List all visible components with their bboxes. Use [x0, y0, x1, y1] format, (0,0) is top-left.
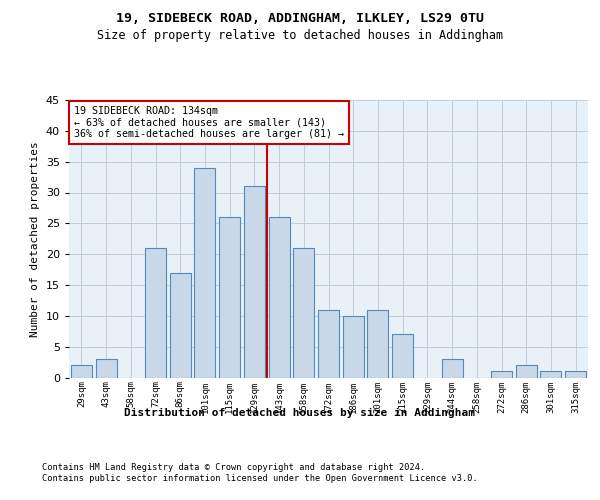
Bar [170, 272, 191, 378]
Bar [244, 186, 265, 378]
Bar [145, 248, 166, 378]
Bar [491, 372, 512, 378]
Bar [219, 217, 240, 378]
Bar [565, 372, 586, 378]
Bar [392, 334, 413, 378]
Bar [541, 372, 562, 378]
Text: Size of property relative to detached houses in Addingham: Size of property relative to detached ho… [97, 29, 503, 42]
Bar [516, 365, 537, 378]
Text: Contains public sector information licensed under the Open Government Licence v3: Contains public sector information licen… [42, 474, 478, 483]
Text: Contains HM Land Registry data © Crown copyright and database right 2024.: Contains HM Land Registry data © Crown c… [42, 462, 425, 471]
Bar [95, 359, 116, 378]
Text: 19 SIDEBECK ROAD: 134sqm
← 63% of detached houses are smaller (143)
36% of semi-: 19 SIDEBECK ROAD: 134sqm ← 63% of detach… [74, 106, 344, 138]
Text: Distribution of detached houses by size in Addingham: Distribution of detached houses by size … [125, 408, 476, 418]
Bar [194, 168, 215, 378]
Bar [318, 310, 339, 378]
Bar [343, 316, 364, 378]
Text: 19, SIDEBECK ROAD, ADDINGHAM, ILKLEY, LS29 0TU: 19, SIDEBECK ROAD, ADDINGHAM, ILKLEY, LS… [116, 12, 484, 26]
Bar [367, 310, 388, 378]
Bar [293, 248, 314, 378]
Bar [442, 359, 463, 378]
Y-axis label: Number of detached properties: Number of detached properties [30, 141, 40, 336]
Bar [71, 365, 92, 378]
Bar [269, 217, 290, 378]
